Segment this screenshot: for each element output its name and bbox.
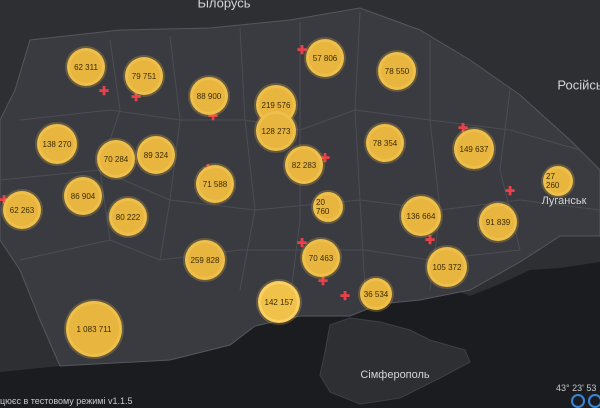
status-text: цюєс в тестовому режимі v1.1.5 [0, 396, 133, 406]
region-case-bubble[interactable]: 86 904 [64, 177, 102, 215]
region-case-bubble[interactable]: 259 828 [185, 240, 225, 280]
region-case-bubble[interactable]: 91 839 [479, 203, 517, 241]
region-case-bubble[interactable]: 20 760 [313, 192, 343, 222]
region-case-bubble[interactable]: 82 283 [285, 146, 323, 184]
crimea-land [319, 317, 471, 405]
region-case-bubble[interactable]: 142 157 [258, 281, 300, 323]
region-case-bubble[interactable]: 62 263 [3, 191, 41, 229]
layer-icon[interactable] [588, 394, 600, 408]
region-case-bubble[interactable]: 136 664 [401, 196, 441, 236]
label-belarus: Білорусь [197, 0, 251, 11]
region-case-bubble[interactable]: 79 751 [125, 57, 163, 95]
region-case-bubble[interactable]: 71 588 [196, 165, 234, 203]
label-simferopol: Сімферополь [360, 369, 430, 381]
hospital-cross-icon[interactable]: ✚ [296, 43, 308, 57]
region-case-bubble[interactable]: 138 270 [37, 124, 77, 164]
hospital-cross-icon[interactable]: ✚ [130, 90, 142, 104]
coordinate-readout: 43° 23' 53 [556, 383, 597, 393]
hospital-cross-icon[interactable]: ✚ [296, 236, 308, 250]
region-case-bubble[interactable]: 149 637 [454, 129, 494, 169]
region-case-bubble[interactable]: 27 260 [543, 166, 573, 196]
label-russia: Російсь [557, 77, 600, 93]
region-case-bubble[interactable]: 128 273 [256, 111, 296, 151]
region-case-bubble[interactable]: 36 534 [360, 278, 392, 310]
hospital-cross-icon[interactable]: ✚ [319, 151, 331, 165]
region-case-bubble[interactable]: 78 354 [366, 124, 404, 162]
region-case-bubble[interactable]: 80 222 [109, 198, 147, 236]
locate-icon[interactable] [571, 394, 585, 408]
hospital-cross-icon[interactable]: ✚ [207, 109, 219, 123]
region-case-bubble[interactable]: 62 311 [67, 48, 105, 86]
hospital-cross-icon[interactable]: ✚ [504, 184, 516, 198]
region-case-bubble[interactable]: 89 324 [137, 136, 175, 174]
region-case-bubble[interactable]: 88 900 [190, 77, 228, 115]
region-case-bubble[interactable]: 70 463 [302, 239, 340, 277]
hospital-cross-icon[interactable]: ✚ [457, 121, 469, 135]
label-luhansk: Луганськ [541, 195, 587, 207]
region-case-bubble[interactable]: 78 550 [378, 52, 416, 90]
hospital-cross-icon[interactable]: ✚ [98, 84, 110, 98]
region-case-bubble[interactable]: 57 806 [306, 39, 344, 77]
hospital-cross-icon[interactable]: ✚ [339, 289, 351, 303]
region-case-bubble[interactable]: 1 083 711 [66, 301, 122, 357]
region-case-bubble[interactable]: 70 284 [97, 140, 135, 178]
hospital-cross-icon[interactable]: ✚ [424, 233, 436, 247]
hospital-cross-icon[interactable]: ✚ [317, 274, 329, 288]
region-case-bubble[interactable]: 105 372 [427, 247, 467, 287]
